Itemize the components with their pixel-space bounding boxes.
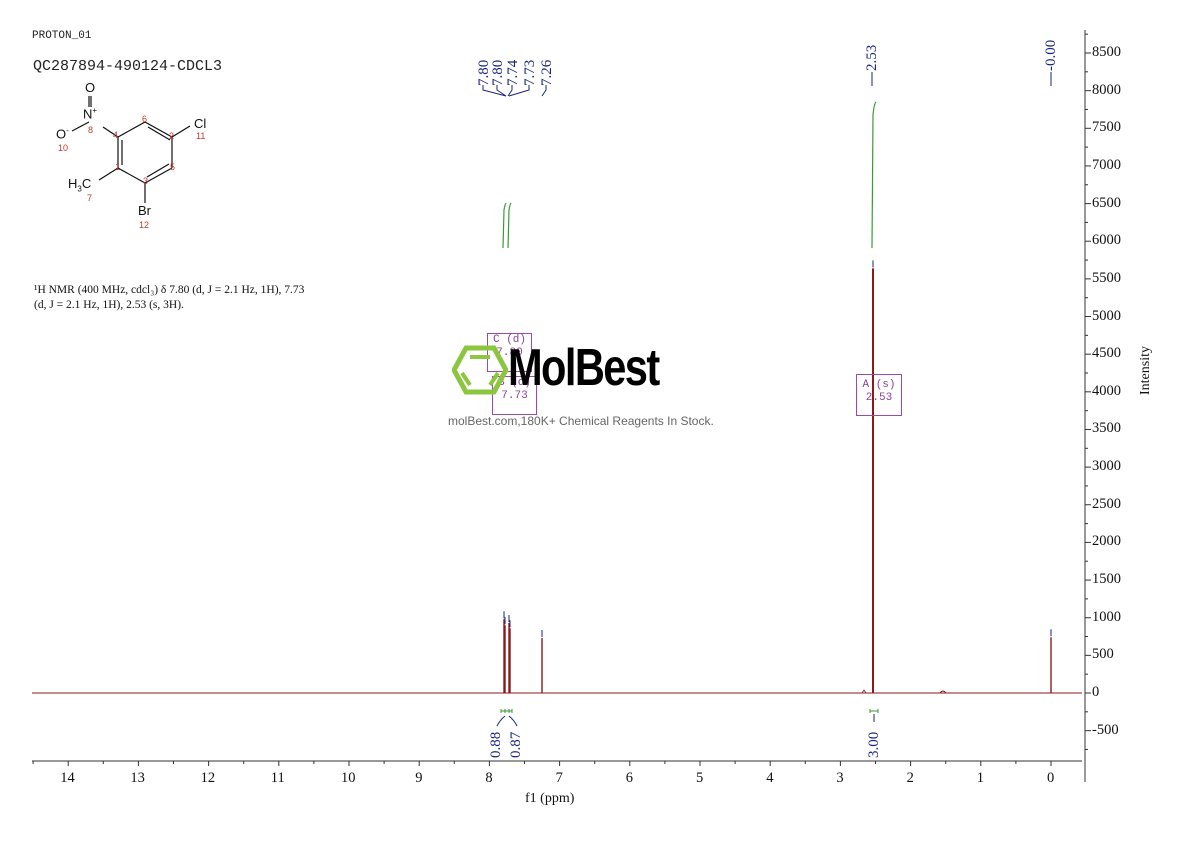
x-tick-label: 12	[200, 770, 216, 786]
x-tick-label: 2	[906, 770, 914, 786]
atom-label-o-minus: O-	[56, 126, 69, 142]
x-tick-label: 11	[270, 770, 285, 786]
atom-num-10: 10	[58, 143, 69, 153]
x-tick-label: 1	[976, 770, 985, 786]
ring-num-2: 2	[169, 131, 175, 141]
y-tick-label: 5000	[1092, 307, 1121, 324]
nmr-description-line1: ¹H NMR (400 MHz, cdcl₃) δ 7.80 (d, J = 2…	[34, 284, 305, 296]
ring-num-3: 3	[143, 176, 149, 186]
atom-label-cl: Cl	[194, 116, 207, 131]
x-tick-label: 10	[341, 770, 356, 786]
peak-label: 7.74	[505, 59, 521, 86]
multiplet-box-c: C (d) 7.80	[487, 333, 532, 372]
x-tick-label: 7	[555, 770, 563, 786]
integral-curve-7.80	[502, 202, 507, 249]
atom-label-ch3: H3C	[68, 176, 92, 194]
integral-curve-2.53	[871, 101, 877, 249]
x-axis-title: f1 (ppm)	[525, 791, 575, 806]
watermark-tagline: molBest.com,180K+ Chemical Reagents In S…	[448, 414, 714, 428]
y-tick-label: 2000	[1092, 533, 1121, 550]
y-tick-label: 8000	[1092, 81, 1121, 98]
y-tick-label: 8500	[1092, 44, 1121, 60]
peak-label: 7.73	[522, 59, 538, 86]
experiment-name: PROTON_01	[32, 30, 92, 42]
x-tick-label: 13	[130, 770, 145, 786]
y-tick-label: 500	[1092, 646, 1114, 663]
y-tick-label: 3500	[1092, 420, 1121, 437]
peak-markers	[503, 260, 1052, 638]
atom-label-o-top: O	[85, 80, 96, 95]
x-tick-label: 3	[836, 770, 844, 786]
molbest-logo-icon	[452, 345, 508, 395]
y-axis-title: Intensity	[1138, 346, 1153, 395]
x-tick-label: 5	[696, 770, 704, 786]
atom-num-12: 12	[139, 220, 150, 230]
integral-bracket-methyl	[869, 709, 879, 713]
y-axis-ticks	[1085, 33, 1091, 750]
y-tick-label: 0	[1092, 684, 1100, 700]
atom-label-n: N+	[83, 106, 98, 122]
y-tick-label: 5500	[1092, 269, 1121, 286]
y-tick-label: 4000	[1092, 382, 1121, 399]
ring-num-1: 1	[115, 162, 121, 172]
atom-num-8: 8	[88, 125, 94, 135]
x-tick-label: 8	[485, 770, 493, 786]
y-tick-label: 7500	[1092, 119, 1121, 136]
integral-bracket-aromatic	[500, 709, 513, 713]
y-tick-label: -500	[1092, 721, 1119, 738]
ring-num-5: 5	[170, 162, 176, 172]
atom-num-11: 11	[196, 131, 206, 141]
y-tick-label: 7000	[1092, 156, 1121, 173]
atom-label-br: Br	[138, 203, 151, 218]
x-tick-label: 0	[1047, 770, 1055, 786]
y-tick-label: 2500	[1092, 495, 1121, 512]
x-tick-label: 4	[766, 770, 774, 786]
y-tick-label: 3000	[1092, 458, 1121, 475]
multiplet-box-a: A (s) 2.53	[856, 374, 902, 416]
integral-curve-7.73	[507, 202, 512, 249]
peak-label: 2.53	[864, 44, 880, 71]
x-axis-ticks	[32, 761, 1052, 766]
integral-value: 0.88	[488, 731, 504, 758]
integral-value: 3.00	[866, 731, 882, 758]
peak-label: 7.26	[539, 59, 555, 86]
nmr-description: ¹H NMR (400 MHz, cdcl₃) δ 7.80 (d, J = 2…	[34, 283, 414, 313]
ring-num-4: 4	[113, 130, 119, 140]
x-tick-label: 9	[415, 770, 423, 786]
watermark-brand: MolBest	[508, 339, 660, 397]
peak-label-leaders	[482, 85, 547, 97]
molecule-structure	[71, 96, 191, 203]
y-tick-label: 6000	[1092, 232, 1121, 249]
sample-id-title: QC287894-490124-CDCL3	[33, 58, 223, 75]
peak-label: -0.00	[1043, 39, 1059, 71]
ring-num-6: 6	[142, 114, 148, 124]
atom-num-7: 7	[87, 193, 93, 203]
y-tick-label: 6500	[1092, 194, 1121, 211]
y-tick-label: 1500	[1092, 571, 1121, 588]
x-tick-label: 14	[60, 770, 75, 786]
y-tick-label: 1000	[1092, 608, 1121, 625]
nmr-description-line2: (d, J = 2.1 Hz, 1H), 2.53 (s, 3H).	[34, 299, 184, 311]
x-tick-label: 6	[625, 770, 634, 786]
y-tick-label: 4500	[1092, 345, 1121, 362]
integral-value: 0.87	[508, 731, 524, 758]
spectrum-peaks	[503, 268, 1052, 693]
